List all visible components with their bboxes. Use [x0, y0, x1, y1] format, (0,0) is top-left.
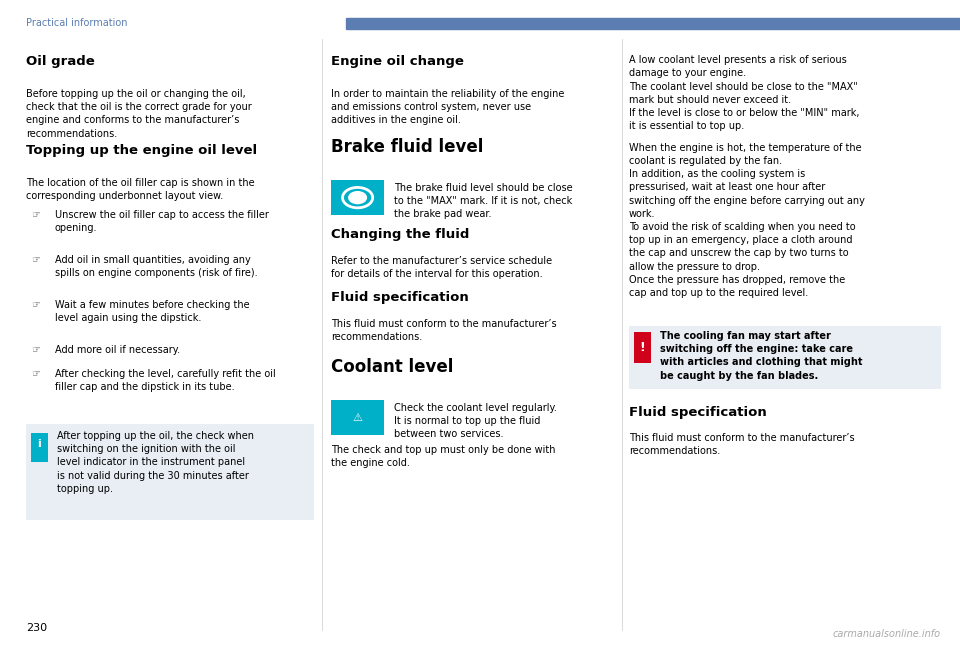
Text: i: i	[37, 439, 41, 449]
Bar	[346, 18, 960, 29]
Bar	[331, 180, 384, 215]
Text: A low coolant level presents a risk of serious
damage to your engine.
The coolan: A low coolant level presents a risk of s…	[629, 55, 859, 131]
Text: Engine oil change: Engine oil change	[331, 55, 464, 68]
Text: Coolant level: Coolant level	[331, 358, 453, 376]
Bar	[331, 400, 384, 435]
Text: Unscrew the oil filler cap to access the filler
opening.: Unscrew the oil filler cap to access the…	[55, 210, 269, 234]
Text: The location of the oil filler cap is shown in the
corresponding underbonnet lay: The location of the oil filler cap is sh…	[26, 178, 254, 201]
Text: The check and top up must only be done with
the engine cold.: The check and top up must only be done w…	[331, 445, 556, 469]
Text: After checking the level, carefully refit the oil
filler cap and the dipstick in: After checking the level, carefully refi…	[55, 369, 276, 392]
Text: This fluid must conform to the manufacturer’s
recommendations.: This fluid must conform to the manufactu…	[629, 433, 854, 456]
Text: Changing the fluid: Changing the fluid	[331, 228, 469, 241]
Text: carmanualsonline.info: carmanualsonline.info	[832, 630, 941, 639]
Text: Refer to the manufacturer’s service schedule
for details of the interval for thi: Refer to the manufacturer’s service sche…	[331, 256, 552, 279]
Text: This fluid must conform to the manufacturer’s
recommendations.: This fluid must conform to the manufactu…	[331, 319, 557, 342]
Text: The cooling fan may start after
switching off the engine: take care
with article: The cooling fan may start after switchin…	[660, 331, 862, 380]
Text: In order to maintain the reliability of the engine
and emissions control system,: In order to maintain the reliability of …	[331, 89, 564, 125]
Text: ☞: ☞	[31, 255, 39, 265]
Text: ☞: ☞	[31, 210, 39, 220]
Text: ☞: ☞	[31, 345, 39, 354]
Text: Brake fluid level: Brake fluid level	[331, 138, 484, 156]
FancyBboxPatch shape	[26, 424, 314, 520]
Text: When the engine is hot, the temperature of the
coolant is regulated by the fan.
: When the engine is hot, the temperature …	[629, 143, 865, 298]
Text: Fluid specification: Fluid specification	[331, 291, 468, 304]
Text: After topping up the oil, the check when
switching on the ignition with the oil
: After topping up the oil, the check when…	[57, 431, 253, 494]
Text: ⚠: ⚠	[352, 413, 363, 422]
Text: ☞: ☞	[31, 369, 39, 378]
Text: Practical information: Practical information	[26, 18, 128, 28]
Bar	[634, 332, 651, 363]
Text: ☞: ☞	[31, 300, 39, 310]
Circle shape	[348, 191, 367, 204]
Text: Wait a few minutes before checking the
level again using the dipstick.: Wait a few minutes before checking the l…	[55, 300, 250, 323]
FancyBboxPatch shape	[629, 326, 941, 389]
Text: Topping up the engine oil level: Topping up the engine oil level	[26, 144, 257, 157]
Text: 230: 230	[26, 623, 47, 633]
Text: Fluid specification: Fluid specification	[629, 406, 766, 419]
Text: Add more oil if necessary.: Add more oil if necessary.	[55, 345, 180, 354]
Text: Oil grade: Oil grade	[26, 55, 95, 68]
Bar	[31, 433, 48, 462]
Text: Before topping up the oil or changing the oil,
check that the oil is the correct: Before topping up the oil or changing th…	[26, 89, 252, 138]
Text: Add oil in small quantities, avoiding any
spills on engine components (risk of f: Add oil in small quantities, avoiding an…	[55, 255, 257, 278]
Text: Check the coolant level regularly.
It is normal to top up the fluid
between two : Check the coolant level regularly. It is…	[394, 403, 557, 439]
Text: !: !	[639, 341, 645, 354]
Text: The brake fluid level should be close
to the "MAX" mark. If it is not, check
the: The brake fluid level should be close to…	[394, 183, 572, 219]
